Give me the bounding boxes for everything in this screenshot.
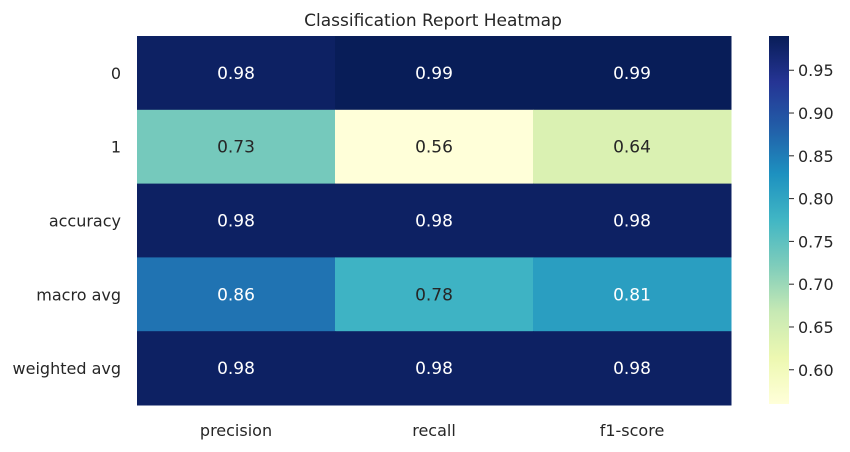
colorbar-tick-label: 0.80 [798,190,834,209]
y-axis-labels: 0 1 accuracy macro avg weighted avg [13,64,121,378]
colorbar-tick-label: 0.90 [798,104,834,123]
y-tick-label: accuracy [49,212,121,231]
cell-value-label: 0.98 [415,359,453,379]
cell-value-label: 0.86 [217,285,255,305]
y-tick-label: 1 [111,138,121,157]
colorbar-tick-label: 0.95 [798,61,834,80]
colorbar-tick-label: 0.85 [798,147,834,166]
x-tick-label: f1-score [600,421,665,440]
cell-value-label: 0.99 [415,64,453,84]
cell-value-label: 0.64 [613,138,651,158]
colorbar-tick-label: 0.70 [798,275,834,294]
colorbar-gradient [769,36,789,404]
heatmap-cell [533,331,732,406]
heatmap-cell [335,331,534,406]
cell-value-label: 0.81 [613,285,651,305]
heatmap-cell [137,331,336,406]
cell-value-label: 0.99 [613,64,651,84]
colorbar: 0.60 0.65 0.70 0.75 0.80 0.85 0.90 0.95 [769,36,834,404]
cell-value-label: 0.98 [217,64,255,84]
cell-value-label: 0.98 [613,212,651,232]
heatmap-cell [335,257,534,332]
heatmap-cell [335,109,534,185]
cell-value-label: 0.98 [217,359,255,379]
colorbar-tick-label: 0.75 [798,232,834,251]
heatmap-cell [137,109,336,185]
heatmap-cell [533,183,732,258]
colorbar-tick-label: 0.65 [798,318,834,337]
heatmap-cell [137,257,336,332]
heatmap-cell [335,183,534,258]
heatmap-cell [533,257,732,332]
heatmap-cell [533,109,732,185]
cell-value-label: 0.73 [217,138,255,158]
chart-title: Classification Report Heatmap [304,11,562,31]
y-tick-label: 0 [111,64,121,83]
heatmap-cell [335,36,534,111]
x-tick-label: precision [200,421,272,440]
heatmap-cells: 0.98 0.99 0.99 0.73 0.56 0.64 0.98 0.98 0.98 0.86… [137,36,732,406]
colorbar-ticks: 0.60 0.65 0.70 0.75 0.80 0.85 0.90 0.95 [789,61,834,380]
cell-value-label: 0.98 [217,212,255,232]
heatmap-cell [137,36,336,111]
cell-value-label: 0.78 [415,285,453,305]
heatmap-cell [137,183,336,258]
heatmap-cell [533,36,732,111]
y-tick-label: macro avg [36,285,121,304]
cell-value-label: 0.56 [415,138,453,158]
x-tick-label: recall [412,421,456,440]
cell-value-label: 0.98 [415,212,453,232]
colorbar-tick-label: 0.60 [798,361,834,380]
y-tick-label: weighted avg [13,359,121,378]
x-axis-labels: precision recall f1-score [200,421,664,440]
cell-value-label: 0.98 [613,359,651,379]
